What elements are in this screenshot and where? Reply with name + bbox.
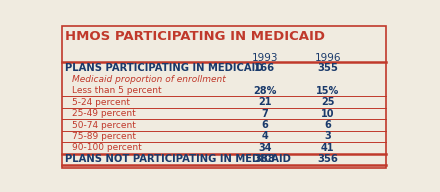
Text: 41: 41 (321, 143, 334, 153)
Text: 355: 355 (317, 63, 338, 73)
Text: 10: 10 (321, 109, 334, 119)
Text: 25: 25 (321, 97, 334, 107)
Text: 3: 3 (324, 132, 331, 142)
Text: 25-49 percent: 25-49 percent (72, 109, 136, 118)
Text: 5-24 percent: 5-24 percent (72, 98, 130, 107)
Text: Medicaid proportion of enrollment: Medicaid proportion of enrollment (72, 75, 226, 84)
Text: 4: 4 (261, 132, 268, 142)
Text: PLANS PARTICIPATING IN MEDICAID: PLANS PARTICIPATING IN MEDICAID (65, 63, 264, 73)
Text: 21: 21 (258, 97, 271, 107)
Text: 356: 356 (317, 154, 338, 164)
Text: 388: 388 (254, 154, 275, 164)
Text: 1993: 1993 (252, 53, 278, 63)
Text: PLANS NOT PARTICIPATING IN MEDICAID: PLANS NOT PARTICIPATING IN MEDICAID (65, 154, 291, 164)
Text: Less than 5 percent: Less than 5 percent (72, 86, 161, 95)
Text: 75-89 percent: 75-89 percent (72, 132, 136, 141)
Text: 28%: 28% (253, 86, 276, 96)
Text: 50-74 percent: 50-74 percent (72, 121, 136, 130)
Text: 1996: 1996 (315, 53, 341, 63)
Text: 7: 7 (261, 109, 268, 119)
Text: 90-100 percent: 90-100 percent (72, 143, 142, 152)
Text: HMOS PARTICIPATING IN MEDICAID: HMOS PARTICIPATING IN MEDICAID (65, 30, 325, 43)
Text: 6: 6 (324, 120, 331, 130)
Text: 34: 34 (258, 143, 271, 153)
Text: 6: 6 (261, 120, 268, 130)
Text: 166: 166 (254, 63, 275, 73)
Text: 15%: 15% (316, 86, 339, 96)
